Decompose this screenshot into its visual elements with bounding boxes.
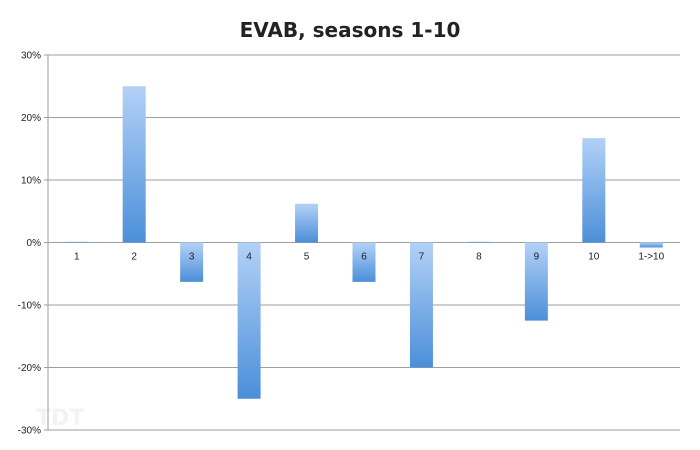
x-tick-label: 4 [246, 252, 252, 263]
y-tick-label: 10% [21, 176, 41, 187]
y-tick-label: 0% [27, 238, 42, 249]
x-tick-label: 1->10 [638, 252, 664, 263]
bar-6 [352, 242, 376, 282]
y-tick-label: -10% [18, 301, 41, 312]
y-tick-label: 30% [21, 51, 41, 62]
x-tick-label: 5 [304, 252, 310, 263]
bar-7 [409, 242, 433, 368]
x-tick-label: 3 [189, 252, 195, 263]
x-tick-label: 2 [131, 252, 137, 263]
y-tick-label: -20% [18, 363, 41, 374]
x-tick-label: 10 [588, 252, 600, 263]
x-tick-label: 8 [476, 252, 482, 263]
x-tick-label: 1 [74, 252, 80, 263]
x-tick-label: 6 [361, 252, 367, 263]
x-tick-label: 7 [419, 252, 425, 263]
bar-3 [180, 242, 204, 282]
bar-1->10 [639, 242, 663, 248]
bar-8 [467, 241, 491, 243]
y-tick-label: -30% [18, 426, 41, 437]
chart-title: EVAB, seasons 1-10 [239, 18, 461, 42]
bar-10 [582, 138, 606, 243]
watermark: TDT [36, 406, 84, 431]
bar-5 [295, 203, 319, 243]
y-tick-label: 20% [21, 113, 41, 124]
x-tick-label: 9 [534, 252, 540, 263]
bar-9 [524, 242, 548, 321]
bar-4 [237, 242, 261, 399]
bar-2 [122, 86, 146, 243]
bar-1 [65, 241, 89, 243]
